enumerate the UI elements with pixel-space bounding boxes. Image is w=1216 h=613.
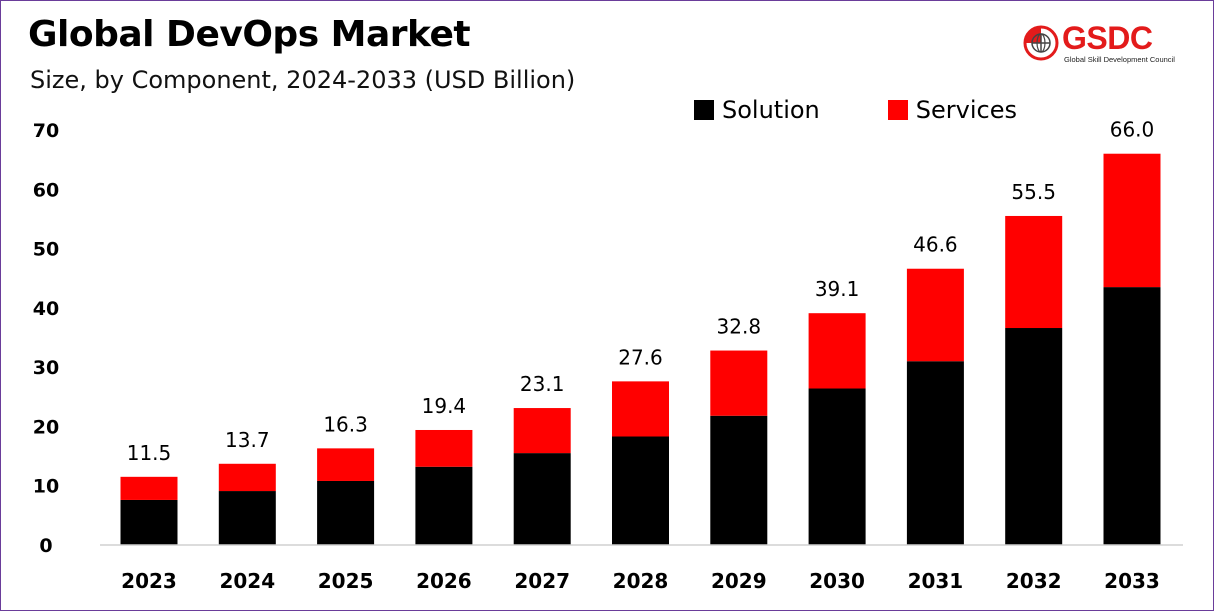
bar-services-2033 <box>1103 153 1161 288</box>
bar-services-2032 <box>1005 215 1063 329</box>
chart-subtitle: Size, by Component, 2024-2033 (USD Billi… <box>30 66 576 94</box>
legend-item-services: Services <box>887 96 1017 124</box>
bar-services-2029 <box>710 350 768 416</box>
bar-solution-2025 <box>317 480 375 545</box>
bar-solution-2026 <box>415 466 473 545</box>
x-tick-label: 2029 <box>711 569 767 593</box>
x-tick-label: 2025 <box>318 569 374 593</box>
x-tick-label: 2024 <box>219 569 275 593</box>
data-label-total: 13.7 <box>225 428 270 452</box>
logo-tagline: Global Skill Development Council <box>1064 55 1175 64</box>
data-label-total: 66.0 <box>1110 118 1155 142</box>
bar-solution-2032 <box>1005 328 1063 545</box>
bar-solution-2028 <box>612 436 669 545</box>
bar-solution-2031 <box>906 361 964 545</box>
data-label-total: 39.1 <box>815 277 860 301</box>
bar-solution-2023 <box>120 499 178 545</box>
x-tick-label: 2023 <box>121 569 177 593</box>
y-tick-label: 60 <box>33 179 59 201</box>
bar-services-2030 <box>808 313 866 389</box>
bar-solution-2033 <box>1103 287 1161 545</box>
bar-solution-2030 <box>808 388 866 545</box>
legend-swatch-services <box>887 100 908 120</box>
data-label-total: 23.1 <box>520 372 565 396</box>
bar-services-2025 <box>317 448 375 481</box>
bar-services-2031 <box>906 268 964 362</box>
data-label-total: 32.8 <box>717 315 762 339</box>
x-tick-label: 2032 <box>1006 569 1062 593</box>
bar-solution-2029 <box>710 415 768 545</box>
bar-solution-2027 <box>513 453 571 545</box>
y-tick-label: 30 <box>33 357 59 379</box>
y-tick-label: 0 <box>39 535 52 557</box>
y-tick-label: 70 <box>33 120 59 142</box>
globe-icon <box>1023 25 1059 61</box>
bar-solution-2024 <box>218 491 276 545</box>
x-tick-label: 2027 <box>514 569 570 593</box>
chart-title: Global DevOps Market <box>28 14 471 55</box>
y-tick-label: 20 <box>33 416 59 438</box>
gsdc-logo: GSDC Global Skill Development Council <box>1022 20 1175 66</box>
y-tick-label: 50 <box>33 239 59 261</box>
bar-services-2024 <box>218 463 276 492</box>
x-tick-label: 2031 <box>908 569 964 593</box>
x-tick-label: 2028 <box>613 569 669 593</box>
bar-services-2027 <box>513 408 571 454</box>
y-tick-label: 40 <box>33 298 59 320</box>
logo-text: GSDC <box>1062 20 1153 56</box>
y-tick-label: 10 <box>33 476 59 498</box>
data-label-total: 55.5 <box>1011 180 1056 204</box>
legend-swatch-solution <box>694 100 714 120</box>
x-tick-label: 2030 <box>809 569 865 593</box>
legend: Solution Services <box>694 96 1017 124</box>
bar-services-2026 <box>415 429 473 467</box>
x-tick-label: 2033 <box>1104 569 1160 593</box>
data-label-total: 19.4 <box>422 394 467 418</box>
legend-item-solution: Solution <box>694 96 820 124</box>
legend-label-solution: Solution <box>722 96 820 124</box>
x-tick-label: 2026 <box>416 569 472 593</box>
data-label-total: 16.3 <box>323 412 368 436</box>
bar-services-2023 <box>120 476 178 500</box>
data-label-total: 27.6 <box>618 345 663 369</box>
legend-label-services: Services <box>915 96 1017 124</box>
data-label-total: 46.6 <box>913 233 958 257</box>
data-label-total: 11.5 <box>127 441 172 465</box>
bar-services-2028 <box>612 381 669 437</box>
